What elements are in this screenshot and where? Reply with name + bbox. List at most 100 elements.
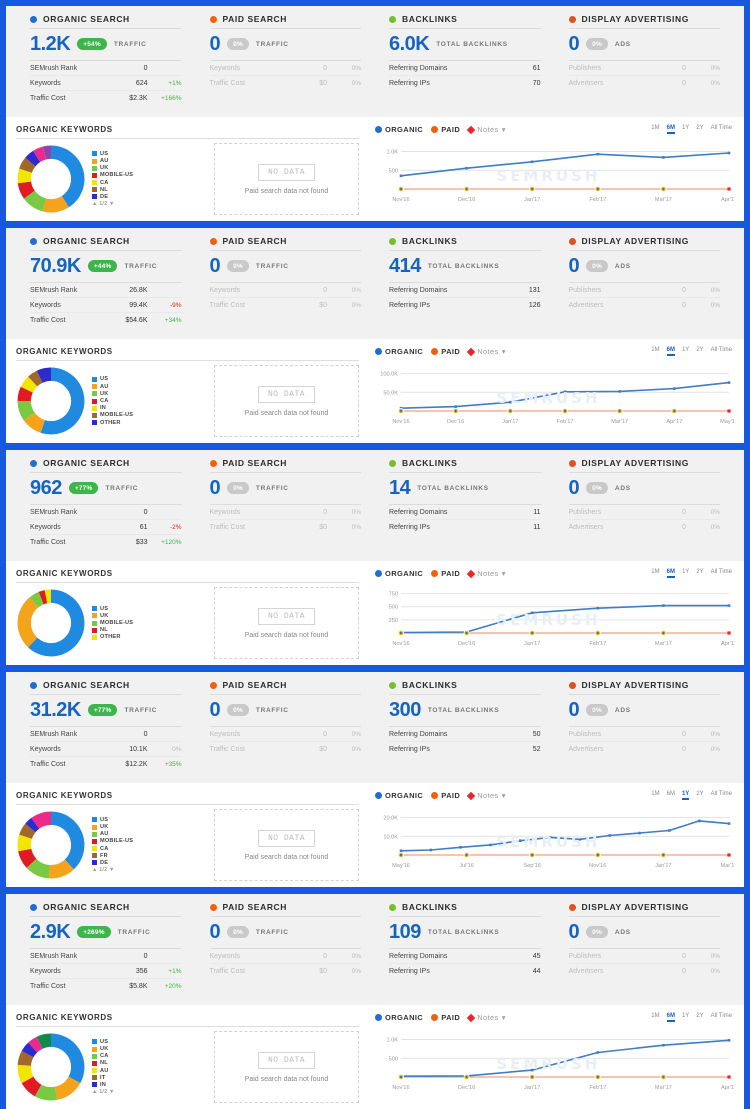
range-option[interactable]: All Time: [710, 569, 732, 575]
range-option[interactable]: All Time: [710, 125, 732, 131]
notes-dropdown[interactable]: Notes ▾: [466, 569, 506, 578]
range-option-active[interactable]: 1Y: [681, 791, 690, 800]
donut-legend-item[interactable]: US: [92, 606, 133, 612]
range-option-active[interactable]: 6M: [666, 347, 675, 356]
donut-legend-item[interactable]: MOBILE-US: [92, 620, 133, 626]
range-option[interactable]: All Time: [710, 1013, 732, 1019]
donut-legend-item[interactable]: UK: [92, 613, 133, 619]
backlinks-value-row: 109 TOTAL BACKLINKS: [389, 917, 541, 949]
legend-organic[interactable]: ORGANIC: [375, 125, 423, 134]
metric-row: Keywords 0 0%: [209, 61, 361, 76]
notes-dropdown[interactable]: Notes ▾: [466, 791, 506, 800]
range-option[interactable]: 2Y: [696, 791, 704, 797]
legend-paid[interactable]: PAID: [431, 347, 460, 356]
range-option[interactable]: 1M: [651, 791, 660, 797]
no-data-badge: NO DATA: [257, 829, 316, 847]
range-option[interactable]: 1Y: [681, 569, 690, 575]
donut-legend-item[interactable]: CA: [92, 846, 133, 852]
donut-legend-item[interactable]: UK: [92, 165, 133, 171]
donut-legend-item[interactable]: CA: [92, 398, 133, 404]
donut-legend-item[interactable]: UK: [92, 824, 133, 830]
donut-legend-item[interactable]: IT: [92, 1075, 115, 1081]
range-option-active[interactable]: 6M: [666, 125, 675, 134]
metric-label: SEMrush Rank: [30, 64, 78, 72]
donut-legend-item[interactable]: OTHER: [92, 420, 133, 426]
chart-range-selector[interactable]: 1M 6M 1Y 2Y All Time: [651, 569, 732, 578]
organic-search-unit-label: TRAFFIC: [105, 484, 139, 492]
legend-paid[interactable]: PAID: [431, 125, 460, 134]
range-option[interactable]: 1Y: [681, 125, 690, 131]
legend-organic[interactable]: ORGANIC: [375, 347, 423, 356]
backlinks-header: BACKLINKS: [389, 236, 541, 251]
organic-search-title: ORGANIC SEARCH: [43, 902, 130, 912]
range-option[interactable]: 2Y: [696, 125, 704, 131]
donut-legend-item[interactable]: AU: [92, 1068, 115, 1074]
donut-legend-item[interactable]: DE: [92, 860, 133, 866]
legend-swatch-icon: [92, 376, 97, 382]
range-option[interactable]: 2Y: [696, 347, 704, 353]
range-option-active[interactable]: 6M: [666, 1013, 675, 1022]
donut-legend-item[interactable]: US: [92, 376, 133, 382]
detail-row: ORGANIC KEYWORDS US AU UK MOBILE-US CA NL DE ▲ …: [6, 117, 744, 221]
legend-organic[interactable]: ORGANIC: [375, 1013, 423, 1022]
donut-legend-item[interactable]: US: [92, 151, 133, 157]
legend-organic[interactable]: ORGANIC: [375, 791, 423, 800]
range-option[interactable]: 1M: [651, 347, 660, 353]
notes-dropdown[interactable]: Notes ▾: [466, 1013, 506, 1022]
legend-swatch-icon: [92, 620, 97, 626]
donut-legend-item[interactable]: US: [92, 1039, 115, 1045]
legend-organic[interactable]: ORGANIC: [375, 569, 423, 578]
range-option[interactable]: 6M: [666, 791, 675, 797]
legend-swatch-icon: [92, 1046, 97, 1052]
donut-legend-item[interactable]: MOBILE-US: [92, 412, 133, 418]
donut-legend-item[interactable]: UK: [92, 1046, 115, 1052]
donut-legend-item[interactable]: MOBILE-US: [92, 172, 133, 178]
chart-range-selector[interactable]: 1M 6M 1Y 2Y All Time: [651, 1013, 732, 1022]
donut-legend-item[interactable]: MOBILE-US: [92, 838, 133, 844]
donut-legend-item[interactable]: AU: [92, 384, 133, 390]
donut-pager[interactable]: ▲ 1/2 ▼: [92, 1089, 115, 1096]
legend-swatch-icon: [92, 412, 97, 418]
donut-legend-item[interactable]: AU: [92, 831, 133, 837]
donut-legend-item[interactable]: DE: [92, 194, 133, 200]
paid-search-unit-label: TRAFFIC: [255, 40, 289, 48]
donut-legend-item[interactable]: UK: [92, 391, 133, 397]
range-option[interactable]: 1Y: [681, 347, 690, 353]
donut-legend-item[interactable]: IN: [92, 1082, 115, 1088]
metric-value: 11: [533, 508, 541, 516]
legend-paid[interactable]: PAID: [431, 569, 460, 578]
donut-legend-item[interactable]: CA: [92, 180, 133, 186]
donut-legend-item[interactable]: IN: [92, 405, 133, 411]
donut-legend-item[interactable]: OTHER: [92, 634, 133, 640]
donut-pager[interactable]: ▲ 1/2 ▼: [92, 867, 115, 874]
legend-swatch-icon: [92, 831, 97, 837]
svg-text:Mar'17: Mar'17: [611, 419, 628, 425]
chart-range-selector[interactable]: 1M 6M 1Y 2Y All Time: [651, 347, 732, 356]
donut-legend-item[interactable]: NL: [92, 627, 133, 633]
donut-legend-item[interactable]: NL: [92, 1060, 115, 1066]
chart-range-selector[interactable]: 1M 6M 1Y 2Y All Time: [651, 791, 732, 800]
range-option[interactable]: 2Y: [696, 1013, 704, 1019]
range-option[interactable]: 1M: [651, 1013, 660, 1019]
range-option[interactable]: 2Y: [696, 569, 704, 575]
svg-text:Mar'17: Mar'17: [655, 197, 672, 203]
range-option[interactable]: All Time: [710, 347, 732, 353]
range-option[interactable]: 1M: [651, 125, 660, 131]
backlinks-dot-icon: [389, 681, 396, 689]
legend-paid[interactable]: PAID: [431, 791, 460, 800]
range-option[interactable]: 1Y: [681, 1013, 690, 1019]
donut-legend-item[interactable]: CA: [92, 1053, 115, 1059]
notes-dropdown[interactable]: Notes ▾: [466, 347, 506, 356]
donut-legend-item[interactable]: FR: [92, 853, 133, 859]
donut-legend-item[interactable]: NL: [92, 187, 133, 193]
chart-range-selector[interactable]: 1M 6M 1Y 2Y All Time: [651, 125, 732, 134]
metric-value: 61: [532, 64, 541, 72]
range-option[interactable]: All Time: [710, 791, 732, 797]
donut-pager[interactable]: ▲ 1/2 ▼: [92, 201, 115, 208]
donut-legend-item[interactable]: AU: [92, 158, 133, 164]
range-option-active[interactable]: 6M: [666, 569, 675, 578]
donut-legend-item[interactable]: US: [92, 817, 133, 823]
legend-paid[interactable]: PAID: [431, 1013, 460, 1022]
notes-dropdown[interactable]: Notes ▾: [466, 125, 506, 134]
range-option[interactable]: 1M: [651, 569, 660, 575]
